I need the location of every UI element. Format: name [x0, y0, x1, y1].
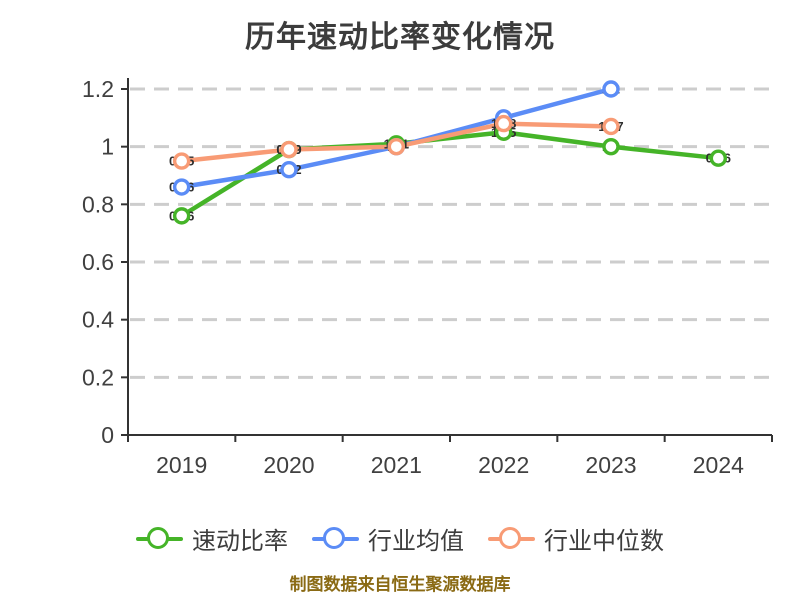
- point-marker-quick-ratio: [172, 207, 191, 225]
- point-marker-industry-median: [602, 117, 620, 136]
- data-source-note: 制图数据来自恒生聚源数据库: [289, 575, 511, 594]
- y-tick-label: 1: [101, 134, 114, 160]
- x-tick-label: 2023: [585, 452, 636, 478]
- x-tick-label: 2021: [371, 452, 422, 478]
- point-marker-industry-mean: [602, 80, 620, 98]
- line-circle-marker-icon: [136, 526, 183, 551]
- y-tick-label: 0.6: [82, 249, 114, 275]
- chart-title: 历年速动比率变化情况: [245, 21, 555, 54]
- legend-item-industry-mean[interactable]: 行业均值: [312, 521, 464, 556]
- legend-item-industry-median[interactable]: 行业中位数: [488, 521, 664, 556]
- y-tick-label: 0.8: [82, 191, 114, 217]
- x-tick-label: 2019: [156, 452, 207, 478]
- point-marker-industry-median: [280, 140, 298, 159]
- x-tick-label: 2024: [693, 452, 744, 478]
- point-marker-industry-median: [172, 152, 191, 170]
- y-tick-label: 0.4: [82, 307, 114, 333]
- legend: 速动比率 行业均值 行业中位数: [0, 521, 800, 556]
- series-line-quick-ratio: [179, 130, 721, 219]
- line-circle-marker-icon: [488, 526, 535, 551]
- point-marker-quick-ratio: [709, 149, 728, 167]
- point-marker-industry-median: [387, 137, 406, 156]
- legend-item-label: 行业均值: [368, 528, 464, 555]
- y-tick-label: 0.2: [82, 364, 114, 390]
- legend-item-quick-ratio[interactable]: 速动比率: [136, 521, 288, 556]
- y-tick-label: 0: [101, 422, 114, 448]
- point-marker-industry-mean: [280, 161, 298, 179]
- x-tick-label: 2022: [478, 452, 529, 478]
- point-marker-industry-mean: [172, 178, 191, 196]
- point-marker-quick-ratio: [602, 137, 620, 156]
- x-tick-label: 2020: [263, 452, 314, 478]
- point-marker-industry-median: [494, 114, 513, 133]
- y-tick-label: 1.2: [82, 76, 114, 102]
- line-circle-marker-icon: [312, 526, 359, 551]
- legend-item-label: 行业中位数: [544, 528, 664, 555]
- legend-item-label: 速动比率: [192, 528, 288, 555]
